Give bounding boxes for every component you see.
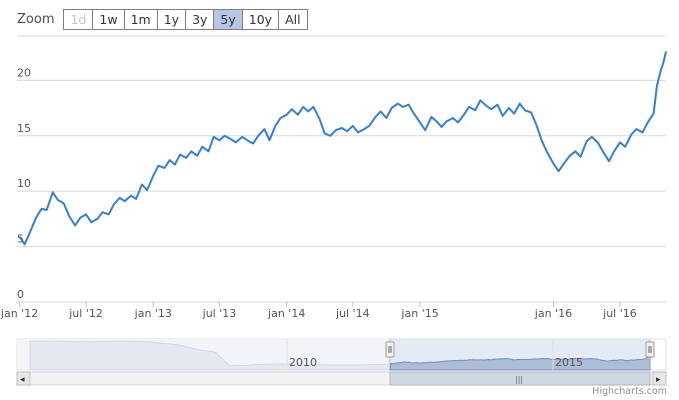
grid-lines (17, 35, 666, 303)
navigator-handle-left[interactable] (385, 341, 395, 358)
x-tick-label: jan '13 (134, 307, 172, 320)
x-tick-label: jan '16 (534, 307, 572, 320)
zoom-button-group: 1d 1w 1m 1y 3y 5y 10y All (63, 9, 308, 30)
zoom-button-1w[interactable]: 1w (92, 9, 124, 30)
zoom-button-1m[interactable]: 1m (123, 9, 157, 30)
credits-link[interactable]: Highcharts.com (592, 386, 667, 397)
scrollbar-grip-icon: ||| (515, 375, 523, 384)
scrollbar-thumb[interactable] (389, 371, 651, 386)
x-axis: jan '12 jul '12 jan '13 jul '13 jan '14 jul '… (0, 302, 637, 320)
scrollbar-left-arrow-icon: ◂ (20, 375, 25, 385)
x-tick-label: jul '12 (68, 307, 103, 320)
scrollbar-right-arrow-icon: ▸ (656, 375, 661, 385)
x-tick-label: jul '13 (202, 307, 237, 320)
zoom-button-all[interactable]: All (278, 9, 308, 30)
scrollbar-right-button[interactable] (652, 371, 667, 386)
y-tick-label: 20 (17, 66, 31, 79)
y-tick-label: 10 (17, 177, 31, 190)
y-tick-label: 0 (17, 288, 24, 301)
zoom-button-3y[interactable]: 3y (185, 9, 214, 30)
zoom-button-10y[interactable]: 10y (241, 9, 279, 30)
navigator-label-2010: 2010 (289, 356, 317, 369)
navigator[interactable]: 2010 2015 (16, 338, 667, 371)
navigator-handle-right[interactable] (645, 341, 655, 358)
zoom-button-1d: 1d (63, 9, 93, 30)
zoom-label: Zoom (17, 12, 55, 27)
x-tick-label: jan '14 (267, 307, 305, 320)
x-tick-label: jul '14 (335, 307, 370, 320)
scrollbar[interactable]: ◂ ||| ▸ (16, 371, 667, 386)
zoom-button-1y[interactable]: 1y (156, 9, 186, 30)
x-tick-label: jan '15 (400, 307, 438, 320)
navigator-label-2015: 2015 (555, 356, 583, 369)
price-series[interactable] (18, 51, 667, 246)
scrollbar-left-button[interactable] (16, 371, 31, 386)
zoom-button-5y[interactable]: 5y (213, 9, 242, 30)
x-tick-label: jul '16 (602, 307, 637, 320)
series-line[interactable] (18, 51, 667, 246)
navigator-series (389, 355, 651, 371)
x-tick-label: jan '12 (0, 307, 38, 320)
y-tick-label: 15 (17, 122, 31, 135)
range-selector: Zoom 1d 1w 1m 1y 3y 5y 10y All (17, 9, 308, 30)
